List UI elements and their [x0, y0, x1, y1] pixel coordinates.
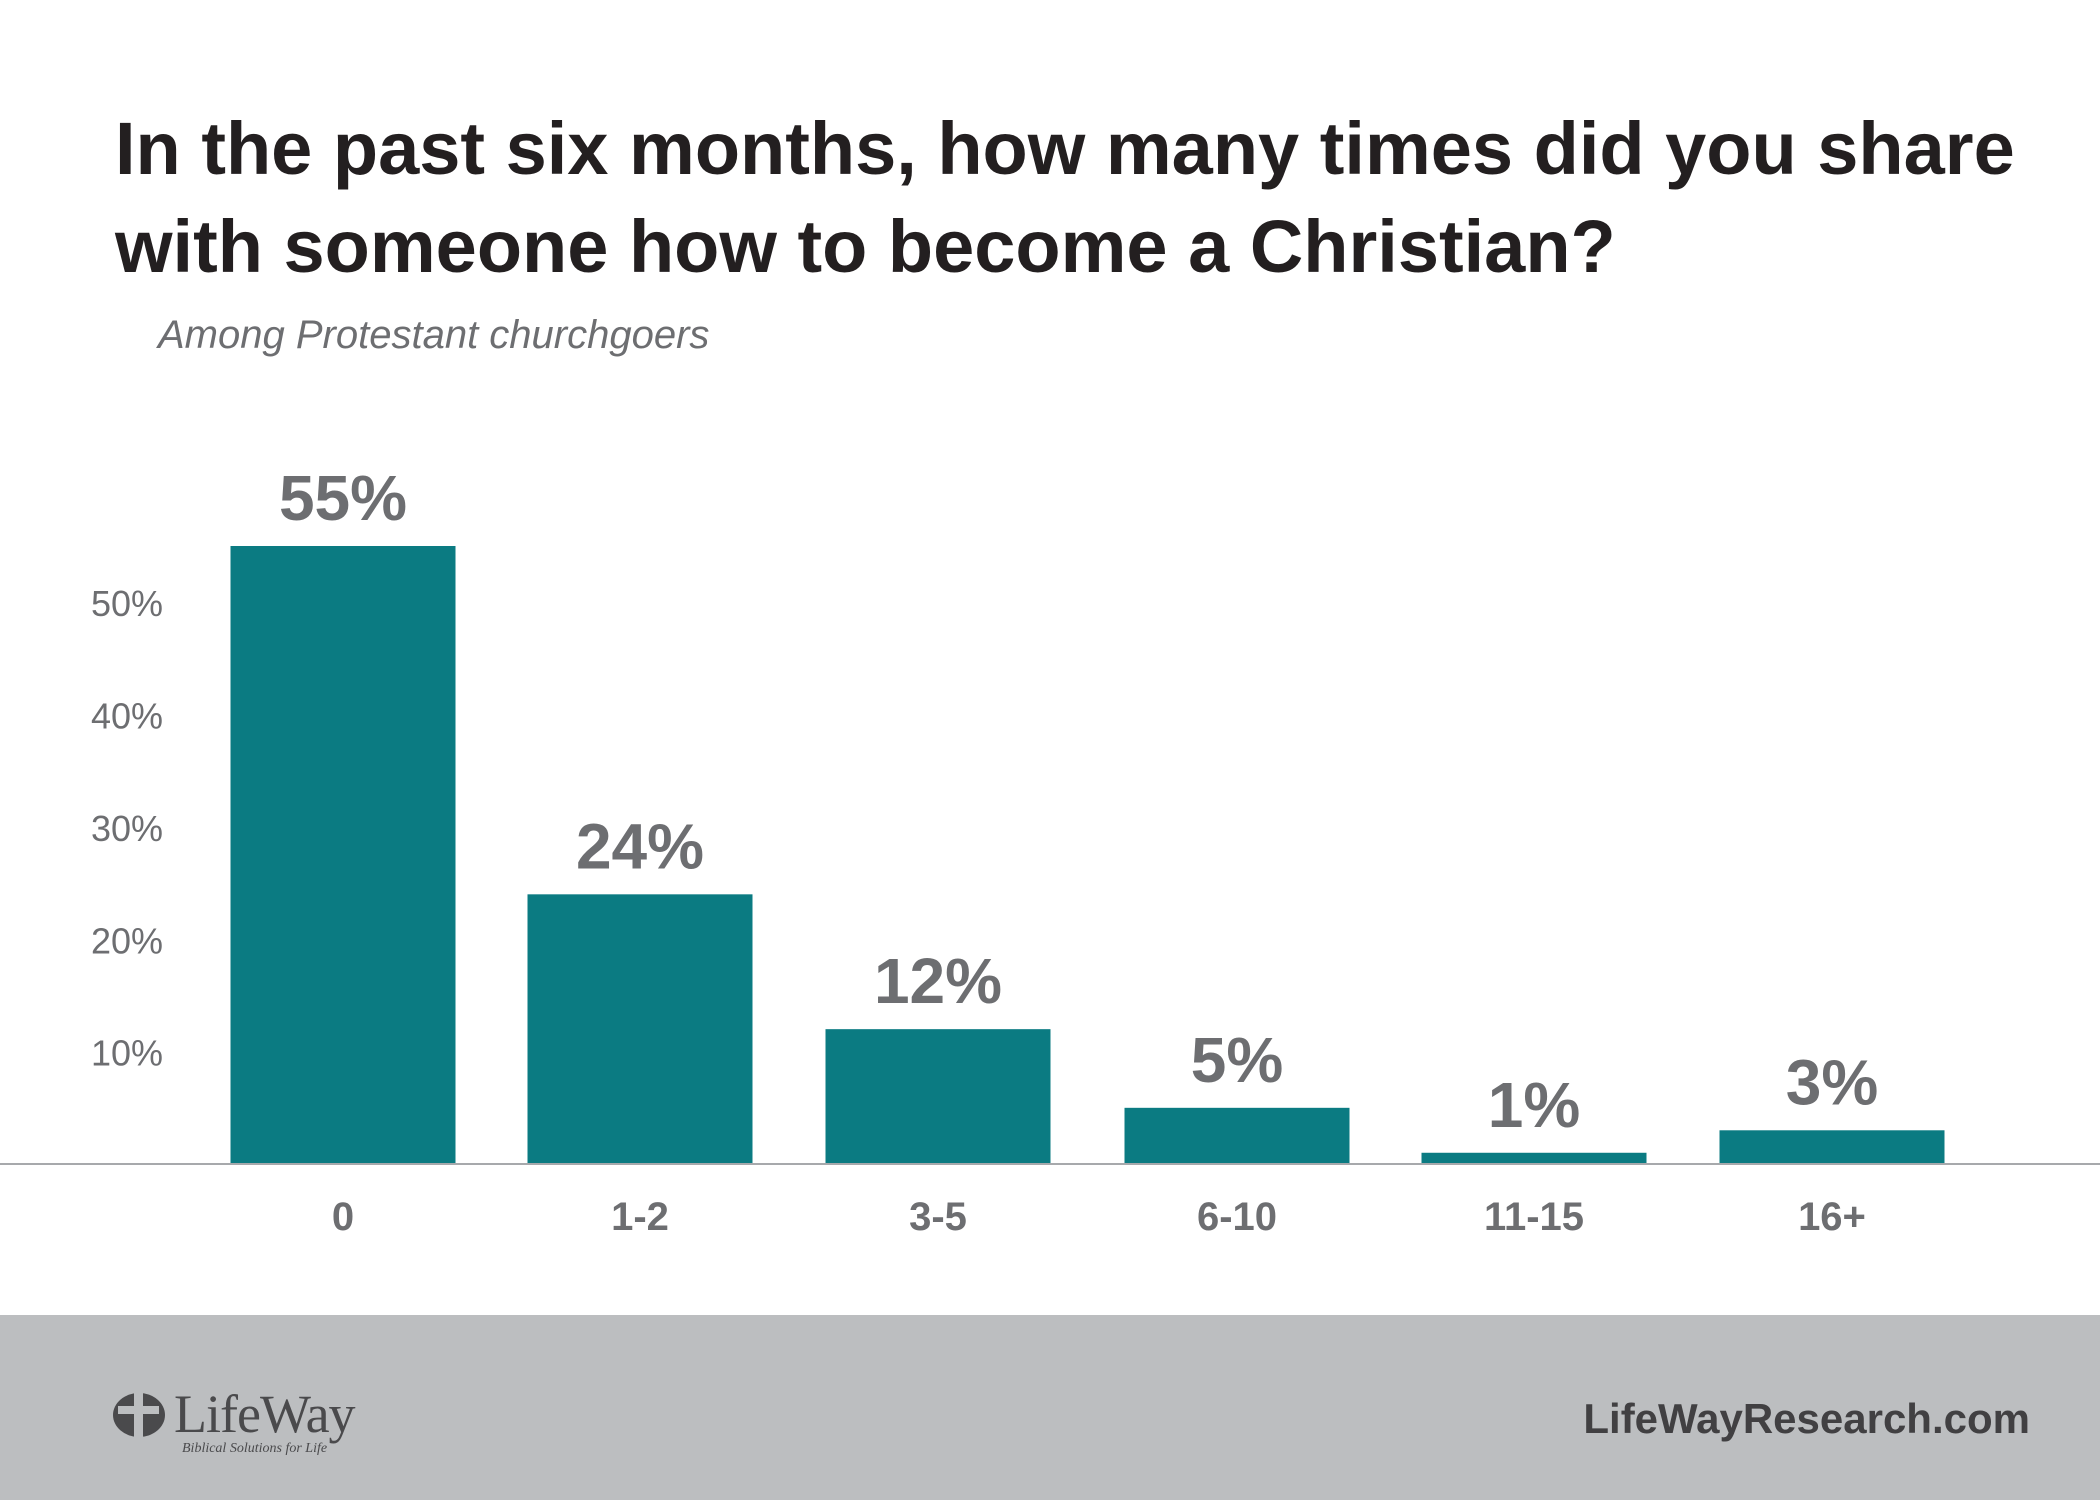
data-label: 24% — [576, 810, 704, 882]
logo-wordmark: LifeWay — [174, 1384, 356, 1444]
x-tick-label: 6-10 — [1197, 1195, 1277, 1239]
logo-tagline: Biblical Solutions for Life — [182, 1441, 328, 1456]
bar-3-5 — [825, 1029, 1051, 1164]
bar-11-15 — [1421, 1152, 1647, 1164]
x-tick-label: 16+ — [1798, 1195, 1866, 1239]
data-label: 12% — [874, 945, 1002, 1017]
y-tick-label: 50% — [91, 583, 163, 624]
chart-subtitle: Among Protestant churchgoers — [158, 313, 710, 357]
x-tick-label: 3-5 — [909, 1195, 967, 1239]
data-label: 1% — [1488, 1069, 1581, 1141]
lifeway-logo: LifeWay Biblical Solutions for Life — [112, 1383, 442, 1463]
y-tick-label: 30% — [91, 808, 163, 849]
bar-chart: 10% 20% 30% 40% 50% 55% 0 24% 1-2 12% 3-5 5% 6-10 1% 1… — [0, 462, 2100, 1239]
x-tick-label: 1-2 — [611, 1195, 669, 1239]
footer-band — [0, 1315, 2100, 1500]
bar-16+ — [1719, 1130, 1945, 1164]
data-label: 5% — [1191, 1024, 1284, 1096]
y-tick-label: 10% — [91, 1033, 163, 1074]
bar-1-2 — [527, 894, 753, 1164]
bar-0 — [230, 546, 456, 1164]
x-tick-label: 0 — [332, 1195, 354, 1239]
chart-title: In the past six months, how many times d… — [115, 107, 2015, 288]
y-tick-label: 20% — [91, 920, 163, 961]
data-label: 55% — [279, 462, 407, 534]
data-label: 3% — [1786, 1046, 1879, 1118]
x-tick-label: 11-15 — [1484, 1195, 1584, 1239]
y-tick-label: 40% — [91, 696, 163, 737]
bar-6-10 — [1124, 1107, 1350, 1164]
website-url[interactable]: LifeWayResearch.com — [1583, 1395, 2030, 1442]
lifeway-cross-icon — [113, 1393, 165, 1437]
